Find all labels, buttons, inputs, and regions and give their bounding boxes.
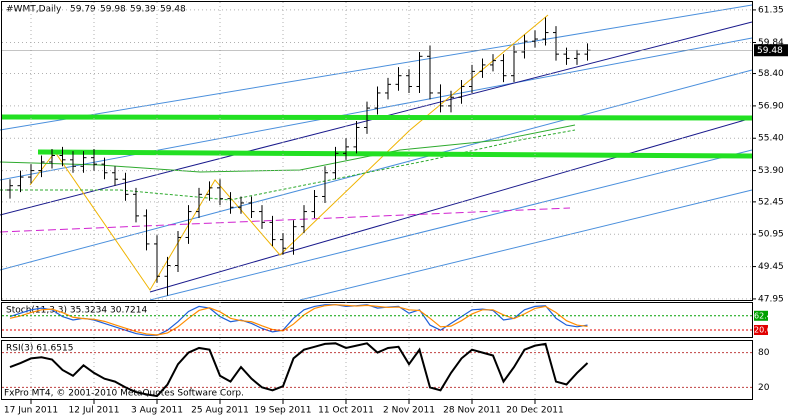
level-box [754,310,768,321]
moving-average [0,129,576,201]
y-tick-label: 58.40 [758,69,784,79]
x-tick-label: 20 Dec 2011 [506,406,564,416]
y-tick-label: 53.90 [758,166,784,176]
channel-line [299,189,753,301]
y-tick-label: 59.84 [758,38,784,48]
x-tick-label: 25 Aug 2011 [191,406,249,416]
last-price-label: 59.48 [757,46,783,56]
x-tick-label: 12 Jul 2011 [69,406,120,416]
y-tick-label: 49.45 [758,262,784,272]
channel-line [0,4,753,131]
y-tick-label: 55.40 [758,134,784,144]
header-value: 59.79 [70,5,96,15]
x-tick-label: 17 Jun 2011 [4,406,58,416]
stochastic-pane-border [1,302,753,338]
channel-line [0,37,753,181]
y-tick-label: 50.95 [758,230,784,240]
header-value: 59.98 [100,5,126,15]
rsi-pane-border [1,340,753,400]
x-tick-label: 2 Nov 2011 [383,406,435,416]
x-tick-label: 11 Oct 2011 [318,406,374,416]
level-box [754,324,768,335]
support-line [37,149,753,159]
x-tick-label: 3 Aug 2011 [131,406,183,416]
level-label: 20.6 [754,325,772,334]
y-tick-label: 80 [758,348,770,358]
y-tick-label: 52.45 [758,197,784,207]
header-value: 59.39 [130,5,156,15]
y-tick-label: 47.95 [758,294,784,304]
y-tick-label: 56.90 [758,101,784,111]
level-label: 62.4 [754,311,772,320]
channel-line [149,149,753,301]
stochastic-label: Stoch(11,3,3) 35.3234 30.7214 [6,306,147,316]
main-pane-border [1,1,753,301]
y-tick-label: 61.35 [758,5,784,15]
rsi-label: RSI(3) 61.6515 [6,344,73,354]
support-line [1,114,753,121]
header-value: 59.48 [160,5,186,15]
rsi-line [9,342,589,398]
stochastic-line [9,304,588,336]
copyright: FxPro MT4, © 2001-2010 MetaQuotes Softwa… [4,389,244,399]
frame [1,1,753,400]
trend-line [0,207,571,233]
channel-line [149,117,753,293]
x-tick-label: 28 Nov 2011 [443,406,501,416]
y-tick-label: 20 [758,383,770,393]
moving-average [0,124,576,173]
channel-line [0,69,753,271]
last-price-box [754,44,788,57]
x-tick-label: 19 Sep 2011 [254,406,311,416]
